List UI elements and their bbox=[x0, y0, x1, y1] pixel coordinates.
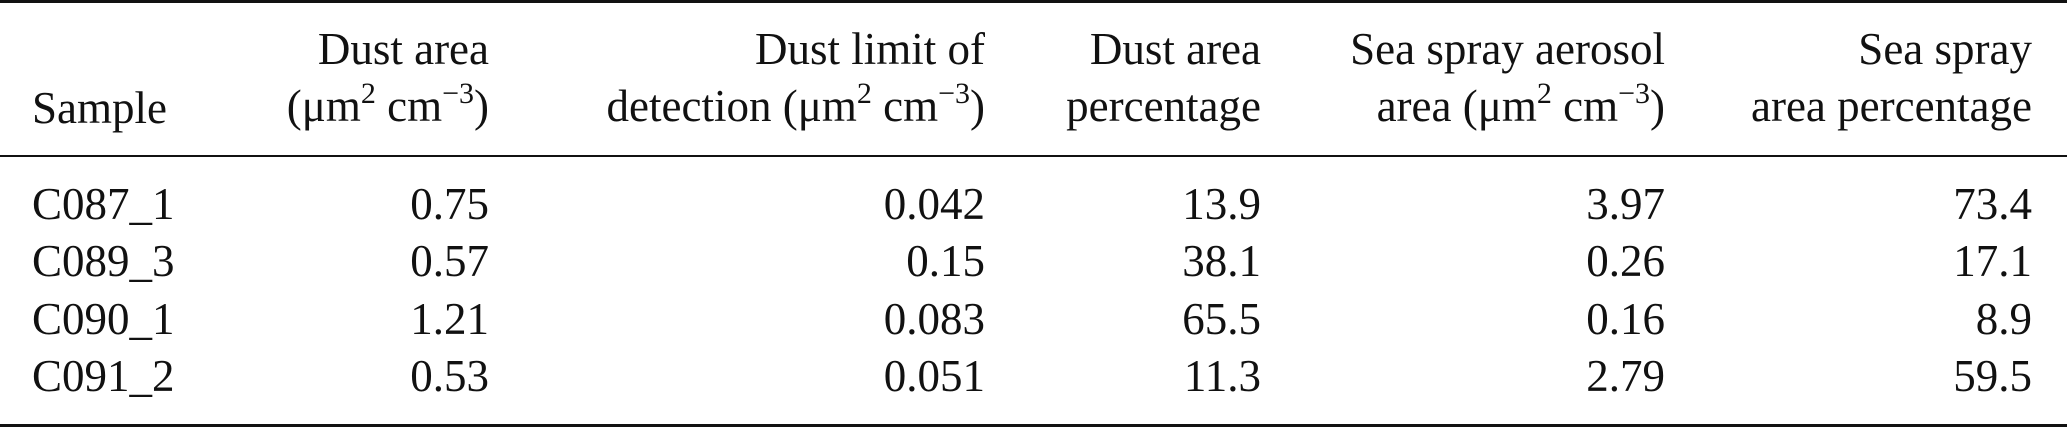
cell-dust-pct: 65.5 bbox=[1182, 294, 1261, 344]
header-ss-pct-line2: area percentage bbox=[1750, 81, 2032, 131]
header-dust-pct-line1: Dust area bbox=[1089, 24, 1261, 74]
header-dust-area-line1: Dust area bbox=[317, 24, 489, 74]
header-ssa-area-line1: Sea spray aerosol bbox=[1350, 24, 1665, 74]
header-ss-pct: Sea spray area percentage bbox=[1751, 21, 2032, 135]
header-dust-area-sup2: −3 bbox=[442, 77, 474, 110]
cell-ssa-area: 3.97 bbox=[1586, 179, 1665, 229]
table-row: C090_1 1.21 0.083 65.5 0.16 8.9 bbox=[0, 285, 2067, 344]
header-rule bbox=[0, 155, 2067, 157]
header-dust-lod: Dust limit of detection (μm2 cm−3) bbox=[607, 21, 985, 135]
table-row: C087_1 0.75 0.042 13.9 3.97 73.4 bbox=[0, 170, 2067, 229]
cell-dust-lod: 0.15 bbox=[906, 236, 985, 286]
cell-dust-pct: 38.1 bbox=[1182, 236, 1261, 286]
header-dust-lod-sup1: 2 bbox=[856, 77, 872, 110]
header-dust-pct-line2: percentage bbox=[1066, 81, 1261, 131]
cell-ss-pct: 73.4 bbox=[1953, 179, 2032, 229]
cell-ssa-area: 0.16 bbox=[1586, 294, 1665, 344]
header-dust-lod-unit-suffix: ) bbox=[970, 81, 985, 131]
bottom-rule bbox=[0, 424, 2067, 427]
cell-dust-area: 0.57 bbox=[410, 236, 489, 286]
header-sample-label: Sample bbox=[32, 83, 167, 133]
header-sample: Sample bbox=[32, 80, 167, 137]
header-ssa-area: Sea spray aerosol area (μm2 cm−3) bbox=[1350, 21, 1665, 135]
header-ssa-area-unit-prefix: area (μm bbox=[1376, 81, 1537, 131]
cell-sample: C089_3 bbox=[32, 236, 175, 286]
header-dust-area-unit-mid: cm bbox=[375, 81, 443, 131]
table-row: C091_2 0.53 0.051 11.3 2.79 59.5 bbox=[0, 342, 2067, 401]
header-dust-area-sup1: 2 bbox=[360, 77, 376, 110]
header-dust-lod-unit-prefix: detection (μm bbox=[606, 81, 857, 131]
header-dust-lod-sup2: −3 bbox=[938, 77, 970, 110]
cell-sample: C090_1 bbox=[32, 294, 175, 344]
header-ssa-area-unit-suffix: ) bbox=[1650, 81, 1665, 131]
cell-dust-pct: 11.3 bbox=[1183, 351, 1261, 401]
cell-dust-area: 0.75 bbox=[410, 179, 489, 229]
header-ssa-area-line2: area (μm2 cm−3) bbox=[1350, 78, 1665, 135]
cell-sample: C087_1 bbox=[32, 179, 175, 229]
header-dust-area: Dust area (μm2 cm−3) bbox=[287, 21, 489, 135]
cell-dust-area: 1.21 bbox=[410, 294, 489, 344]
header-dust-lod-line1: Dust limit of bbox=[754, 24, 985, 74]
cell-dust-lod: 0.042 bbox=[883, 179, 985, 229]
header-dust-pct: Dust area percentage bbox=[1066, 21, 1261, 135]
header-ssa-area-sup2: −3 bbox=[1618, 77, 1650, 110]
header-dust-lod-line2: detection (μm2 cm−3) bbox=[607, 78, 985, 135]
cell-ssa-area: 2.79 bbox=[1586, 351, 1665, 401]
header-dust-lod-unit-mid: cm bbox=[871, 81, 939, 131]
header-dust-area-unit-prefix: (μm bbox=[286, 81, 361, 131]
cell-sample: C091_2 bbox=[32, 351, 175, 401]
cell-ssa-area: 0.26 bbox=[1586, 236, 1665, 286]
header-ss-pct-line1: Sea spray bbox=[1858, 24, 2032, 74]
cell-dust-lod: 0.051 bbox=[883, 351, 985, 401]
cell-ss-pct: 59.5 bbox=[1953, 351, 2032, 401]
cell-ss-pct: 17.1 bbox=[1953, 236, 2032, 286]
header-ssa-area-unit-mid: cm bbox=[1551, 81, 1619, 131]
top-rule bbox=[0, 0, 2067, 3]
cell-dust-pct: 13.9 bbox=[1182, 179, 1261, 229]
cell-ss-pct: 8.9 bbox=[1975, 294, 2032, 344]
cell-dust-lod: 0.083 bbox=[883, 294, 985, 344]
table-row: C089_3 0.57 0.15 38.1 0.26 17.1 bbox=[0, 227, 2067, 286]
header-dust-area-line2: (μm2 cm−3) bbox=[287, 78, 489, 135]
header-ssa-area-sup1: 2 bbox=[1536, 77, 1552, 110]
header-dust-area-unit-suffix: ) bbox=[474, 81, 489, 131]
cell-dust-area: 0.53 bbox=[410, 351, 489, 401]
